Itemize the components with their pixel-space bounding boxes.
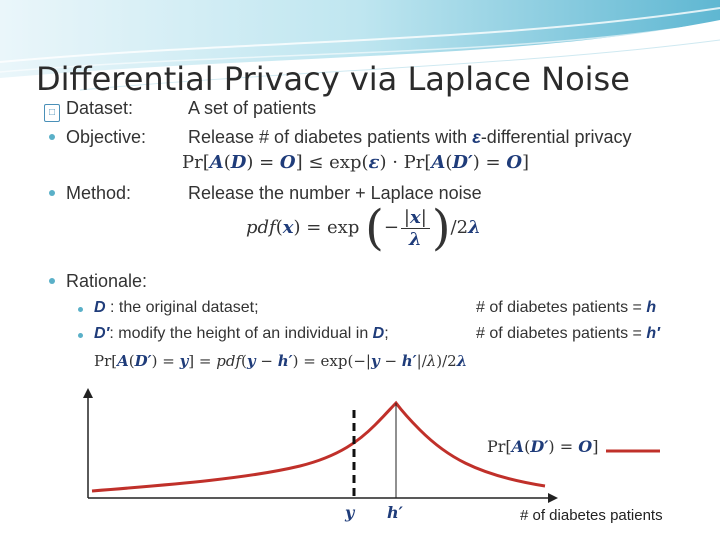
objective-text-main: Release # of diabetes patients with	[188, 127, 473, 147]
dataset-label: Dataset:	[66, 98, 134, 118]
method-text: Release the number + Laplace noise	[188, 183, 482, 203]
rationale-label: Rationale:	[66, 271, 148, 291]
epsilon-symbol: ε	[472, 127, 481, 147]
y-axis-arrow-icon	[83, 388, 93, 398]
bullet-dot	[49, 278, 55, 284]
sub-bullet-dot	[78, 333, 83, 338]
dataset-text: A set of patients	[188, 98, 317, 118]
bullet-dot	[49, 190, 55, 196]
dprime-count: # of diabetes patients = h′	[476, 325, 660, 342]
x-axis-label: # of diabetes patients	[520, 507, 663, 524]
probability-equation: Pr[A(D′) = y] = pdf(y − h′) = exp(−|y − …	[94, 352, 468, 370]
laplace-pdf-formula: pdf(x) = exp (− |x| λ)/2λ	[246, 200, 481, 256]
x-tick-y: y	[345, 503, 355, 522]
objective-text: Release # of diabetes patients with ε-di…	[188, 127, 632, 148]
laplace-distribution-plot	[83, 388, 660, 503]
d-description: D : the original dataset;	[94, 299, 259, 316]
placeholder-glyph-icon: □	[44, 104, 60, 122]
dprime-description-text: : modify the height of an individual in	[109, 325, 373, 342]
objective-text-tail: -differential privacy	[480, 127, 632, 147]
method-label: Method:	[66, 183, 132, 203]
d-description-text: : the original dataset;	[110, 299, 259, 316]
x-axis-arrow-icon	[548, 493, 558, 503]
header-banner	[0, 0, 720, 91]
x-tick-h-prime: h′	[387, 503, 403, 522]
dprime-count-text: # of diabetes patients =	[476, 325, 647, 342]
laplace-curve	[91, 400, 546, 493]
page-title: Differential Privacy via Laplace Noise	[36, 60, 630, 98]
legend-label: Pr[A(D′) = O]	[487, 437, 599, 456]
dp-inequality: Pr[A(D) = O] ≤ exp(ε) · Pr[A(D′) = O]	[182, 152, 530, 173]
bullet-dot	[49, 134, 55, 140]
d-count: # of diabetes patients = h	[476, 299, 657, 316]
dprime-description: D′: modify the height of an individual i…	[94, 325, 389, 342]
objective-label: Objective:	[66, 127, 147, 147]
sub-bullet-dot	[78, 307, 83, 312]
d-count-text: # of diabetes patients =	[476, 299, 647, 316]
